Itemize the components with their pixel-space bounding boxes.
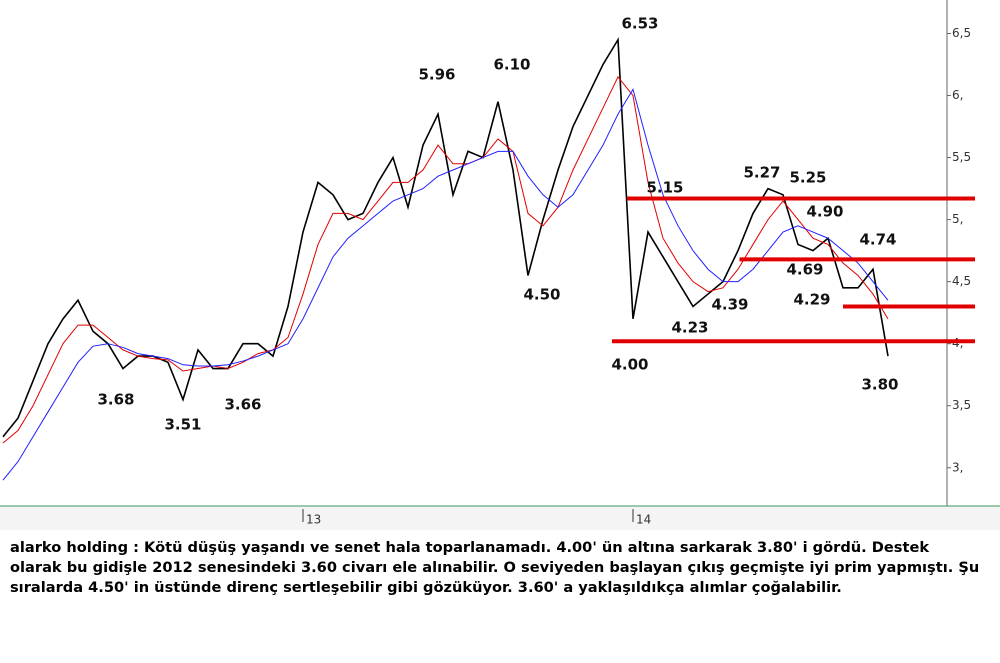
price-annotation: 3.80: [861, 376, 898, 394]
x-tick-label: 13: [306, 513, 321, 527]
price-annotation: 4.50: [523, 286, 560, 304]
y-tick-label: 4,5: [952, 274, 971, 288]
price-annotation: 3.68: [97, 391, 134, 409]
y-tick-label: 6,: [952, 88, 963, 102]
x-axis-strip: [0, 506, 1000, 530]
price-annotation: 4.69: [786, 261, 823, 279]
y-tick-label: 3,: [952, 460, 963, 474]
price-annotation: 6.53: [621, 15, 658, 33]
y-tick-label: 3,5: [952, 398, 971, 412]
price-annotation: 3.51: [164, 416, 201, 434]
price-annotation: 4.00: [611, 356, 648, 374]
price-annotation: 3.66: [224, 396, 261, 414]
price-annotation: 4.90: [806, 203, 843, 221]
price-line: [2, 76, 889, 444]
price-annotation: 5.25: [789, 169, 826, 187]
caption: alarko holding : Kötü düşüş yaşandı ve s…: [10, 539, 980, 596]
y-tick-label: 5,5: [952, 150, 971, 164]
y-tick-label: 6,5: [952, 26, 971, 40]
price-annotation: 4.74: [859, 231, 896, 249]
price-annotation: 5.15: [646, 179, 683, 197]
price-line: [2, 37, 889, 438]
x-tick-label: 14: [636, 513, 651, 527]
price-annotation: 5.96: [418, 66, 455, 84]
chart: 3,3,54,4,55,5,56,6,513146.535.966.104.50…: [0, 0, 1000, 530]
price-annotation: 4.29: [793, 291, 830, 309]
price-annotation: 5.27: [743, 164, 780, 182]
price-annotation: 4.39: [711, 296, 748, 314]
price-line: [2, 88, 889, 481]
price-annotation: 4.23: [671, 319, 708, 337]
price-annotation: 6.10: [493, 56, 530, 74]
y-tick-label: 5,: [952, 212, 963, 226]
